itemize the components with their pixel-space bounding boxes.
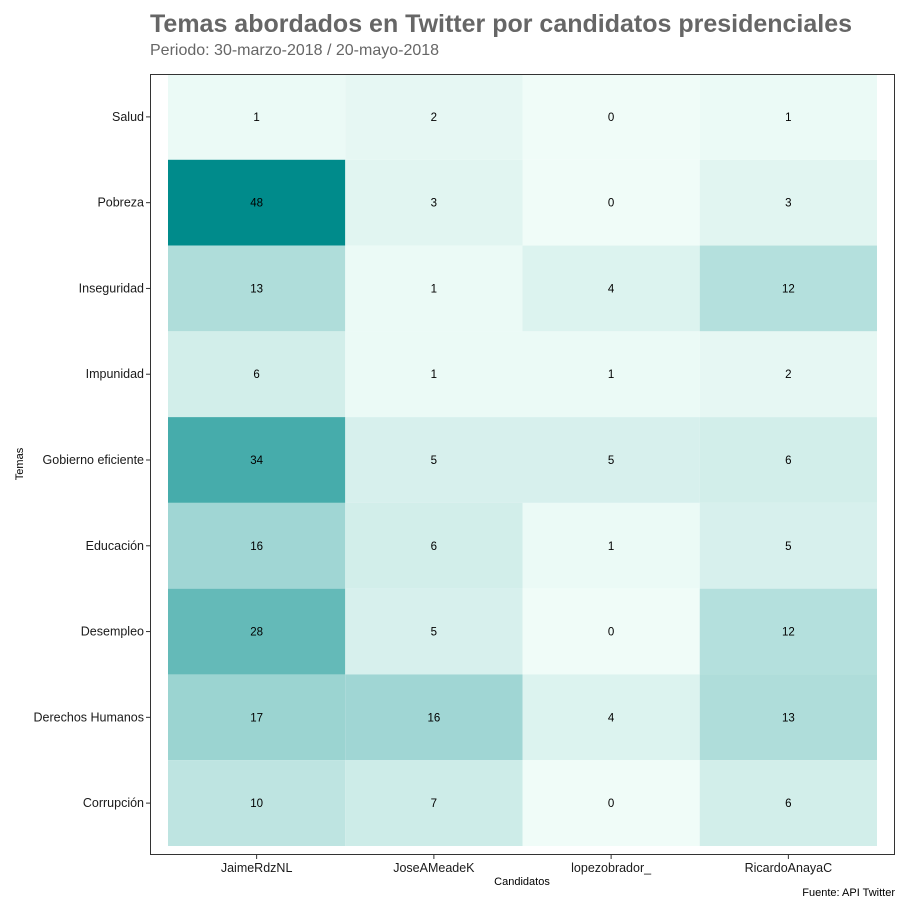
heatmap-cell (522, 245, 700, 332)
y-tick-label: Inseguridad (79, 281, 144, 295)
x-axis: JaimeRdzNL JoseAMeadeK lopezobrador_ Ricard… (221, 854, 832, 875)
cell-value-label: 6 (785, 455, 791, 467)
cell-value-label: 10 (250, 798, 263, 810)
heatmap-cell (522, 588, 700, 675)
heatmap-cell (522, 331, 700, 418)
heatmap-cell (699, 331, 877, 418)
cell-value-label: 12 (782, 283, 795, 295)
cell-value-label: 2 (785, 369, 791, 381)
cell-value-label: 1 (431, 283, 437, 295)
heatmap-cell (699, 245, 877, 332)
heatmap-cell (699, 674, 877, 761)
cell-value-label: 0 (608, 798, 614, 810)
cell-value-label: 1 (785, 112, 791, 124)
heatmap-cell (168, 417, 346, 503)
cell-value-label: 28 (250, 627, 263, 639)
heatmap-cell (522, 74, 700, 160)
heatmap-cell (168, 74, 346, 160)
cell-value-label: 5 (785, 541, 791, 553)
heatmap-cell (345, 760, 523, 846)
cell-value-label: 0 (608, 627, 614, 639)
y-axis-title: Temas (14, 447, 26, 480)
heatmap-cell (345, 588, 523, 675)
heatmap-cell (345, 502, 523, 589)
heatmap-cell (345, 159, 523, 246)
y-tick-label: Salud (112, 110, 144, 124)
heatmap-cell (168, 331, 346, 418)
heatmap-cell (168, 502, 346, 589)
cell-value-label: 0 (608, 198, 614, 210)
y-tick-label: Pobreza (97, 196, 144, 210)
heatmap-cell (522, 674, 700, 761)
cell-value-label: 6 (253, 369, 259, 381)
y-tick-label: Derechos Humanos (34, 710, 144, 724)
x-tick-label: JaimeRdzNL (221, 861, 293, 875)
chart-title: Temas abordados en Twitter por candidato… (150, 10, 853, 38)
heatmap-cell (522, 159, 700, 246)
cell-value-label: 16 (250, 541, 263, 553)
x-axis-title: Candidatos (494, 876, 550, 888)
cell-value-label: 48 (250, 198, 263, 210)
heatmap-cell (699, 502, 877, 589)
cell-value-label: 0 (608, 112, 614, 124)
heatmap-cell (168, 674, 346, 761)
x-tick-label: JoseAMeadeK (393, 861, 475, 875)
y-tick-label: Corrupción (83, 796, 144, 810)
cell-value-label: 34 (250, 455, 263, 467)
y-axis: Salud Pobreza Inseguridad Impunidad Gobierno… (34, 110, 151, 810)
cell-value-label: 4 (608, 712, 615, 724)
x-tick-label: lopezobrador_ (571, 861, 652, 875)
cell-value-label: 3 (431, 198, 437, 210)
heatmap-cell (345, 74, 523, 160)
y-tick-label: Impunidad (86, 367, 144, 381)
chart-subtitle: Periodo: 30-marzo-2018 / 20-mayo-2018 (150, 42, 440, 59)
cell-value-label: 1 (608, 369, 614, 381)
heatmap-cell (699, 74, 877, 160)
heatmap-cell (522, 417, 700, 503)
heatmap-cell (168, 159, 346, 246)
heatmap-cell (699, 417, 877, 503)
heatmap-cell (168, 588, 346, 675)
heatmap-cell (345, 417, 523, 503)
heatmap-cell (345, 674, 523, 761)
cell-value-label: 1 (608, 541, 614, 553)
heatmap-cell (345, 331, 523, 418)
cell-value-label: 17 (250, 712, 263, 724)
y-tick-label: Gobierno eficiente (43, 453, 145, 467)
chart-caption: Fuente: API Twitter (802, 887, 895, 899)
heatmap-cell (699, 159, 877, 246)
heatmap-cell (699, 588, 877, 675)
cell-value-label: 5 (431, 627, 437, 639)
panel-border (150, 74, 895, 855)
cell-value-label: 6 (431, 541, 437, 553)
cell-value-label: 4 (608, 283, 615, 295)
cell-value-label: 5 (608, 455, 614, 467)
cell-value-label: 16 (427, 712, 440, 724)
cell-value-label: 1 (431, 369, 437, 381)
cell-value-label: 2 (431, 112, 437, 124)
heatmap-cells (168, 74, 877, 846)
y-tick-label: Desempleo (81, 625, 144, 639)
cell-value-label: 1 (253, 112, 259, 124)
heatmap-cell (699, 760, 877, 846)
heatmap-cell (522, 760, 700, 846)
heatmap-cell (345, 245, 523, 332)
cell-value-label: 5 (431, 455, 437, 467)
cell-value-label: 13 (250, 283, 263, 295)
heatmap-cell (168, 245, 346, 332)
cell-value-label: 12 (782, 627, 795, 639)
cell-value-label: 13 (782, 712, 795, 724)
cell-value-label: 7 (431, 798, 437, 810)
y-tick-label: Educación (86, 539, 144, 553)
cell-value-label: 6 (785, 798, 791, 810)
x-tick-label: RicardoAnayaC (745, 861, 833, 875)
heatmap-cell (522, 502, 700, 589)
cell-value-label: 3 (785, 198, 791, 210)
heatmap-cell (168, 760, 346, 846)
